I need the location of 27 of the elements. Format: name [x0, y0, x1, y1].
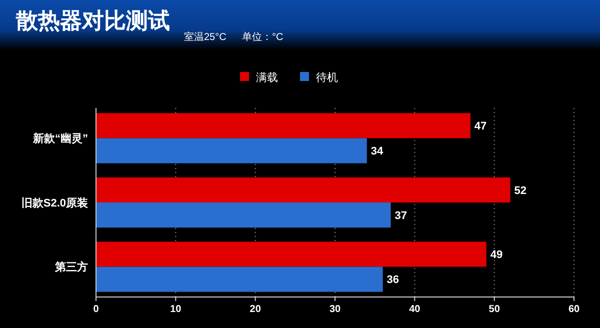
legend-label: 满载: [256, 71, 278, 84]
bar: [96, 242, 486, 267]
y-tick-label: 新款“幽灵”: [32, 132, 88, 146]
legend-label: 待机: [316, 72, 338, 84]
text: 室温25°C: [184, 31, 226, 43]
y-tick-label: 第三方: [54, 260, 88, 274]
data-label: 34: [370, 146, 384, 158]
x-tick-label: 30: [329, 304, 341, 315]
bar: [96, 138, 367, 164]
text: 单位：°C: [242, 31, 284, 43]
data-label: 37: [394, 210, 408, 222]
bar: [96, 266, 383, 292]
y-tick-label: 旧款S2.0原装: [21, 196, 88, 210]
x-tick-label: 10: [170, 304, 182, 315]
data-label: 47: [474, 120, 487, 133]
x-tick-label: 60: [568, 304, 580, 315]
bar: [96, 202, 391, 228]
data-label: 49: [490, 249, 503, 262]
bar: [96, 177, 510, 202]
x-tick-label: 40: [409, 304, 421, 315]
chart-title: 散热器对比测试: [15, 8, 170, 33]
data-label: 52: [514, 184, 527, 197]
x-tick-label: 0: [93, 304, 100, 315]
x-tick-label: 20: [250, 304, 262, 315]
x-tick-label: 50: [488, 304, 500, 315]
data-label: 36: [386, 274, 400, 286]
bar: [96, 113, 470, 138]
